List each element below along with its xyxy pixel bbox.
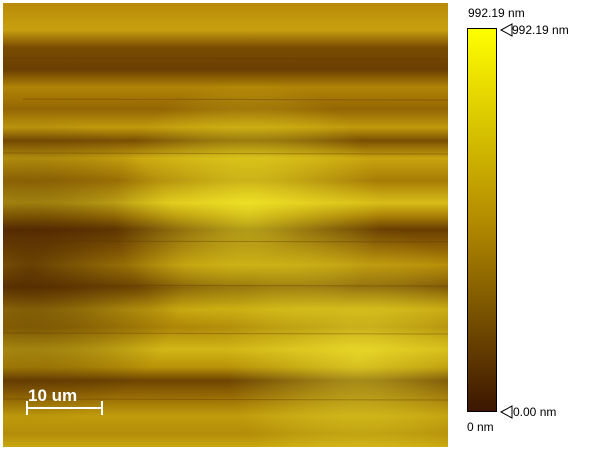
colorbar-max-label: 992.19 nm bbox=[468, 6, 525, 20]
height-colorbar bbox=[467, 28, 497, 412]
scale-bar bbox=[27, 407, 103, 409]
colorbar-min-label: 0 nm bbox=[467, 420, 494, 434]
scale-bar-right-tick bbox=[101, 401, 103, 415]
colorbar-min-marker-icon[interactable] bbox=[500, 405, 514, 419]
colorbar-max-marker-icon[interactable] bbox=[500, 23, 514, 37]
afm-height-map bbox=[3, 3, 448, 447]
colorbar-min-marker-label: 0.00 nm bbox=[513, 405, 557, 419]
colorbar-max-marker-label: 992.19 nm bbox=[512, 23, 569, 37]
scale-bar-label: 10 um bbox=[28, 386, 78, 405]
scale-bar-left-tick bbox=[26, 401, 28, 415]
